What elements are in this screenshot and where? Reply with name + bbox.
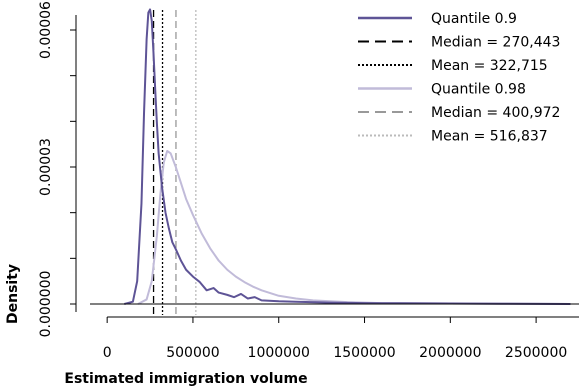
x-tick-label: 0 (103, 345, 112, 361)
y-axis-title: Density (5, 264, 21, 324)
x-tick-label: 2500000 (505, 345, 567, 361)
x-tick-label: 1000000 (248, 345, 310, 361)
legend-label-1: Quantile 0.9 (431, 11, 517, 27)
y-tick-label: 0.00003 (38, 138, 54, 196)
series-layer (124, 8, 571, 305)
legend-label-5: Median = 400,972 (431, 105, 560, 121)
legend-label-6: Mean = 516,837 (431, 129, 548, 145)
series-line-quantile-0-98 (137, 150, 571, 305)
legend-label-2: Median = 270,443 (431, 35, 560, 51)
x-tick-label: 500000 (166, 345, 219, 361)
x-tick-label: 2000000 (419, 345, 481, 361)
x-axis-title: Estimated immigration volume (64, 371, 307, 387)
y-axis: 0.000000 0.00003 0.00006 (38, 1, 77, 338)
legend-label-3: Mean = 322,715 (431, 58, 548, 74)
legend: Quantile 0.9 Median = 270,443 Mean = 322,7… (358, 11, 560, 145)
y-tick-label: 0.000000 (38, 271, 54, 338)
legend-label-4: Quantile 0.98 (431, 82, 526, 98)
y-tick-label: 0.00006 (38, 1, 54, 59)
series-line-quantile-0-9 (124, 8, 571, 305)
x-axis: 0 500000 1000000 1500000 2000000 2500000 (103, 316, 579, 361)
x-tick-label: 1500000 (333, 345, 395, 361)
